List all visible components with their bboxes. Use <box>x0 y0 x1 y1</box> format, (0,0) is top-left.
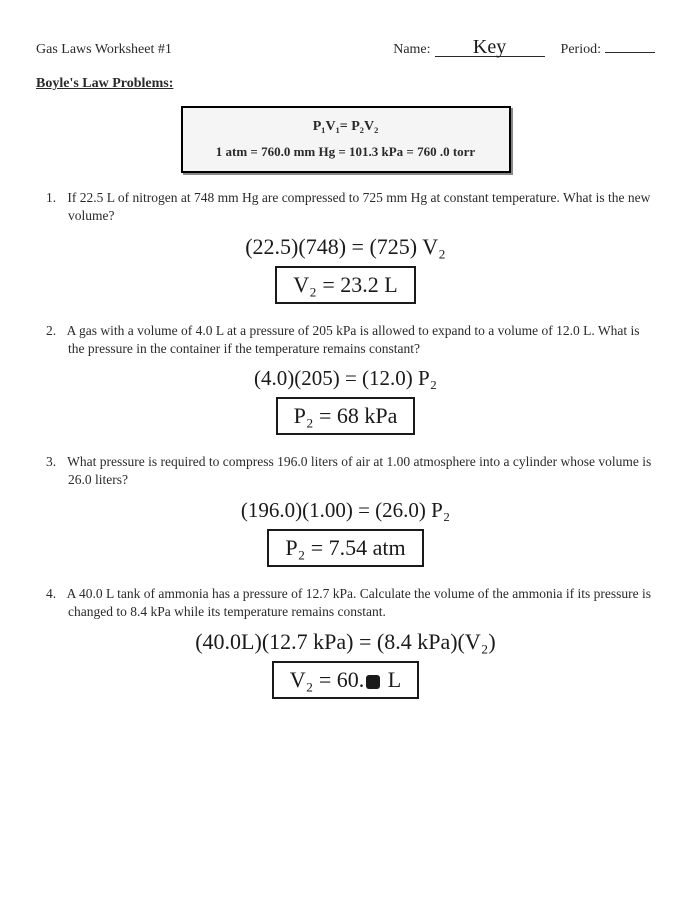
name-value: Key <box>435 38 545 57</box>
scribble-mark <box>366 675 380 689</box>
problem-text: If 22.5 L of nitrogen at 748 mm Hg are c… <box>67 190 650 223</box>
name-field: Name: Key Period: <box>393 38 655 58</box>
problem-4-answer: V₂ = 60. L <box>272 661 419 699</box>
section-heading: Boyle's Law Problems: <box>36 76 655 92</box>
problem-2: 2. A gas with a volume of 4.0 L at a pre… <box>68 322 655 358</box>
problem-text: A 40.0 L tank of ammonia has a pressure … <box>67 586 651 619</box>
problem-number: 1. <box>46 189 64 207</box>
header: Gas Laws Worksheet #1 Name: Key Period: <box>36 38 655 58</box>
problem-3-work: (196.0)(1.00) = (26.0) P₂ <box>36 498 655 523</box>
problem-text: What pressure is required to compress 19… <box>67 454 651 487</box>
problem-number: 3. <box>46 453 64 471</box>
problem-3: 3. What pressure is required to compress… <box>68 453 655 489</box>
answer-prefix: V₂ = 60. <box>290 667 364 692</box>
problem-4: 4. A 40.0 L tank of ammonia has a pressu… <box>68 585 655 621</box>
problem-3-answer: P₂ = 7.54 atm <box>267 529 423 567</box>
answer-suffix: L <box>382 667 401 692</box>
problem-1-work: (22.5)(748) = (725) V₂ <box>36 234 655 260</box>
problem-number: 2. <box>46 322 64 340</box>
problem-1-answer: V₂ = 23.2 L <box>275 266 415 304</box>
problem-2-answer: P₂ = 68 kPa <box>276 397 416 435</box>
formula-law: P₁V₁= P₂V₂ <box>193 116 499 138</box>
problem-2-work: (4.0)(205) = (12.0) P₂ <box>36 366 655 391</box>
period-value <box>605 52 655 53</box>
name-label: Name: <box>393 42 430 58</box>
period-label: Period: <box>561 42 601 58</box>
worksheet-title: Gas Laws Worksheet #1 <box>36 42 172 58</box>
problem-text: A gas with a volume of 4.0 L at a pressu… <box>67 323 640 356</box>
problem-4-work: (40.0L)(12.7 kPa) = (8.4 kPa)(V₂) <box>36 629 655 655</box>
formula-conversion: 1 atm = 760.0 mm Hg = 101.3 kPa = 760 .0… <box>193 142 499 163</box>
problem-1: 1. If 22.5 L of nitrogen at 748 mm Hg ar… <box>68 189 655 225</box>
problem-number: 4. <box>46 585 64 603</box>
formula-box: P₁V₁= P₂V₂ 1 atm = 760.0 mm Hg = 101.3 k… <box>181 106 511 173</box>
